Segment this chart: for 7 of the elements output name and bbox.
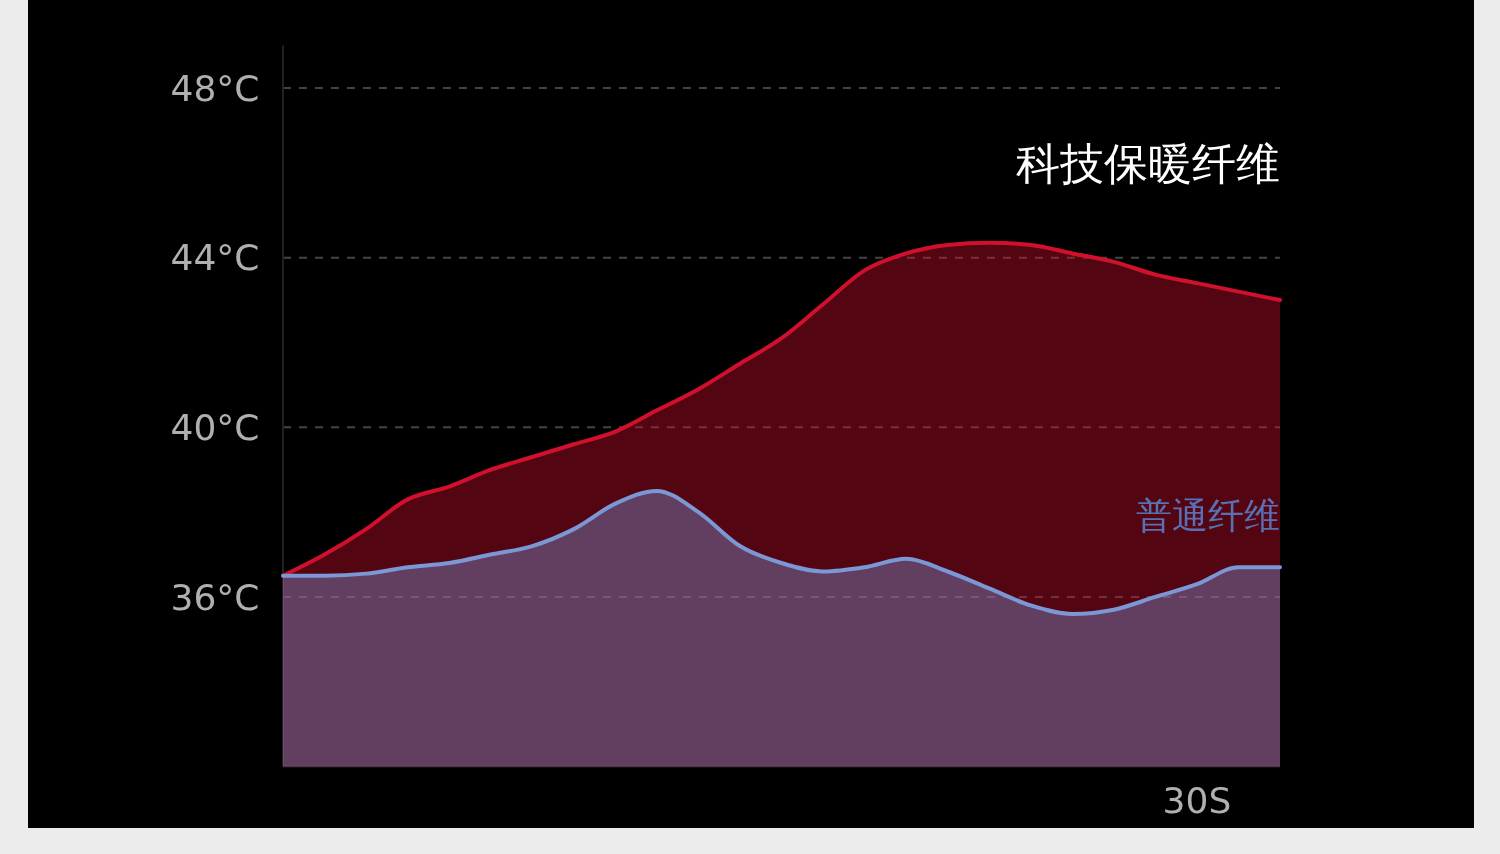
series-label: 普通纤维 (1136, 494, 1280, 536)
y-tick-label: 40°C (170, 406, 260, 448)
y-tick-label: 36°C (170, 576, 260, 618)
y-tick-label: 48°C (170, 67, 260, 109)
x-tick-label: 30S (1162, 779, 1232, 821)
series-label: 科技保暖纤维 (1016, 138, 1280, 190)
y-tick-label: 44°C (170, 237, 260, 279)
